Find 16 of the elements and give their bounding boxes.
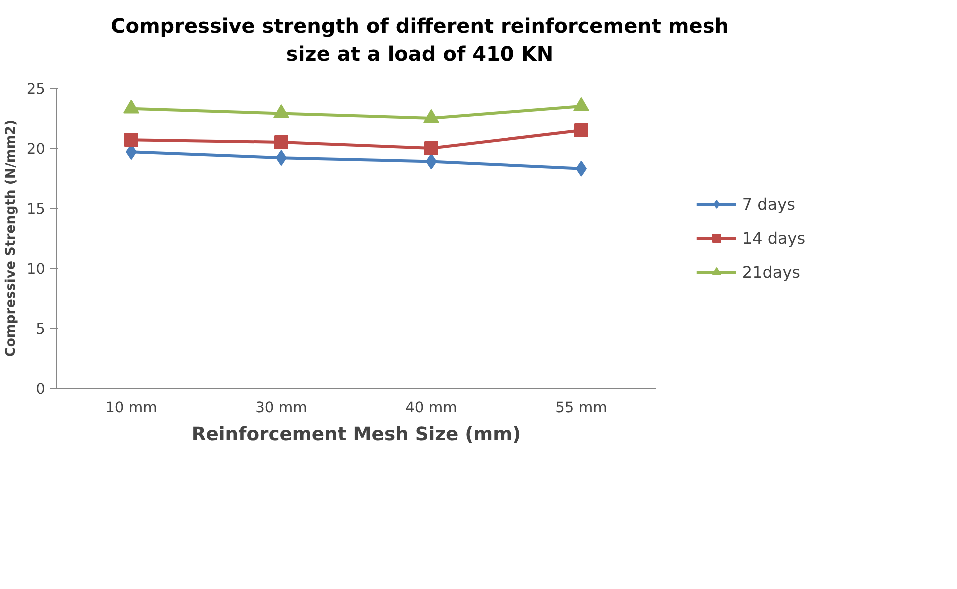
y-tick-label: 25: [26, 81, 46, 98]
x-tick-label: 10 mm: [106, 400, 158, 416]
y-tick-label: 10: [26, 261, 46, 278]
y-tick-label: 0: [36, 381, 46, 398]
chart-title: Compressive strength of different reinforcement mesh size at a load of 410 KN: [111, 13, 729, 68]
x-axis-title: Reinforcement Mesh Size (mm): [192, 424, 522, 446]
x-tick-label: 30 mm: [256, 400, 308, 416]
legend-label: 7 days: [742, 194, 796, 214]
y-axis-title: Compressive Strength (N/mm2): [4, 120, 19, 358]
x-tick-label: 55 mm: [556, 400, 608, 416]
y-tick-label: 15: [26, 201, 46, 218]
legend-label: 21days: [742, 262, 801, 282]
y-tick-label: 5: [36, 321, 46, 338]
x-tick-label: 40 mm: [406, 400, 458, 416]
y-tick-label: 20: [26, 141, 46, 158]
legend-label: 14 days: [742, 228, 806, 248]
